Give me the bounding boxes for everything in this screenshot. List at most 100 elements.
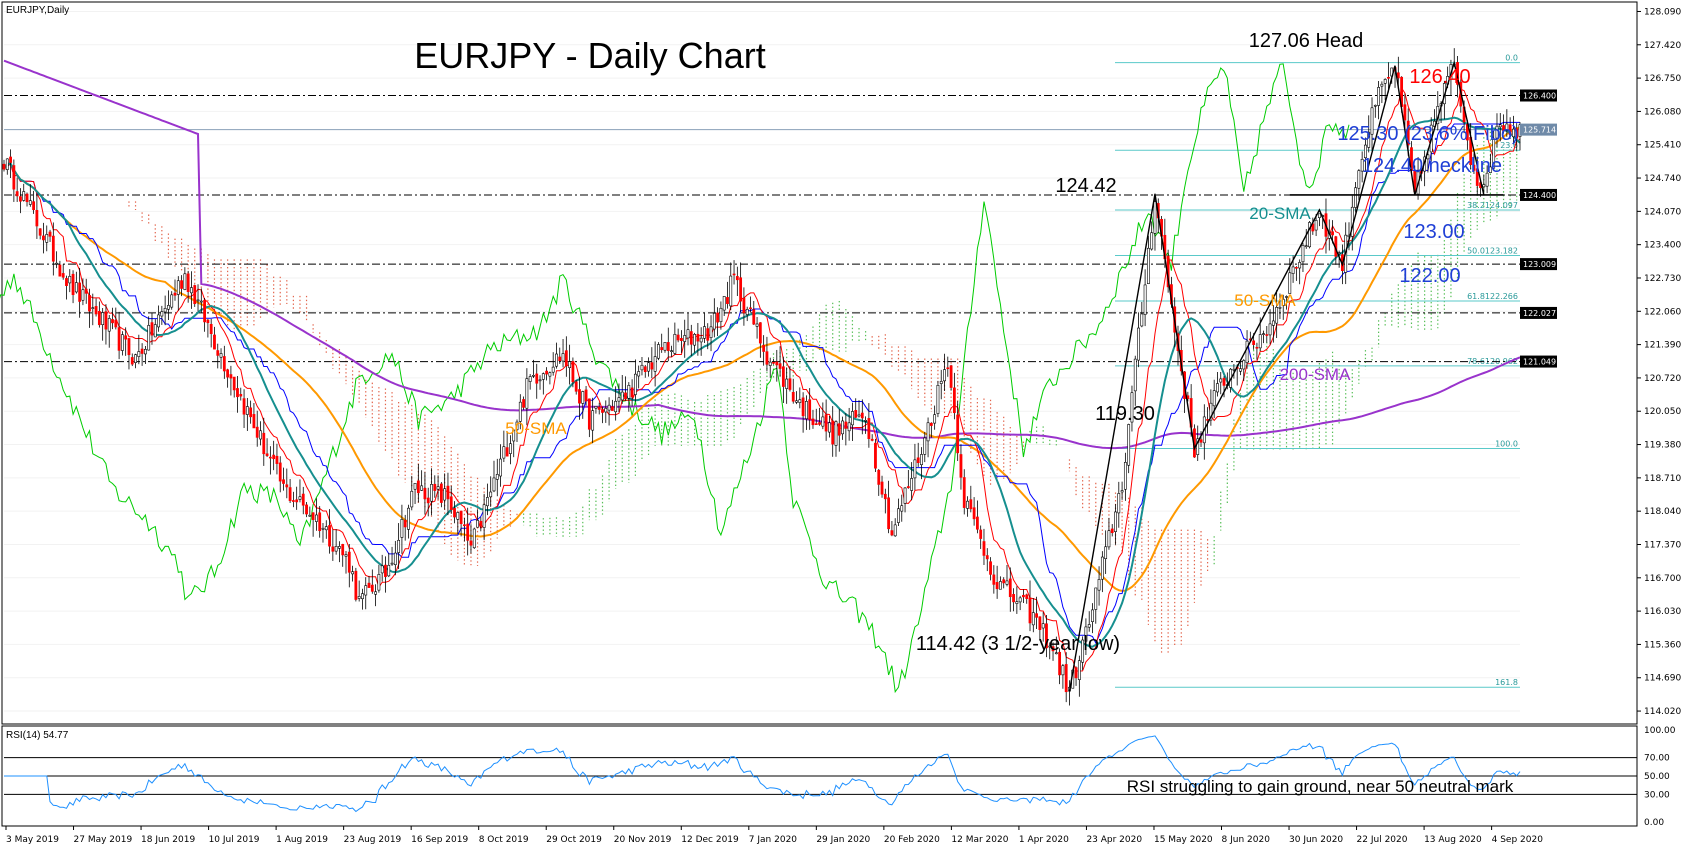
candle-body [229, 374, 233, 379]
candle-body [1064, 664, 1068, 693]
candle-body [929, 422, 933, 426]
time-axis: 3 May 2019 27 May 2019 18 Jun 2019 10 Jul 2… [5, 826, 1543, 845]
candle-body [943, 369, 946, 382]
candle-body [1354, 187, 1357, 208]
chart-annotation: 50-SMA [1234, 291, 1296, 310]
annotations: 127.06 Head 126.40 125.30 (23.6% Fibo) 124.… [505, 30, 1518, 655]
fibo-level-label: 100.0 [1495, 440, 1518, 449]
candle-body [765, 351, 769, 365]
candle-body [1107, 530, 1111, 548]
candle-body [1048, 645, 1052, 648]
candle-body [51, 235, 55, 262]
candle-body [114, 319, 118, 328]
candle-body [1281, 298, 1285, 306]
candle-body [772, 361, 775, 364]
rsi-tick-label: 50.00 [1644, 772, 1670, 782]
candle-body [134, 354, 137, 363]
candle-body [666, 342, 670, 351]
candle-body [913, 459, 917, 479]
candle-body [1206, 419, 1209, 421]
candle-body [966, 500, 969, 509]
candle-body [643, 366, 647, 373]
candle-body [413, 483, 417, 490]
candle-body [522, 399, 525, 408]
candle-body [78, 282, 82, 302]
candle-body [104, 311, 108, 330]
candle-body [624, 392, 627, 400]
candle-body [1097, 579, 1101, 591]
chart-annotation: 124.40 neckline [1362, 155, 1502, 177]
candle-body [81, 289, 85, 301]
candle-body [167, 305, 170, 310]
candle-body [716, 312, 720, 323]
candle-body [847, 422, 851, 432]
candle-body [824, 414, 828, 432]
candle-body [992, 574, 996, 585]
candle-body [469, 540, 473, 546]
candle-body [1143, 284, 1147, 315]
candle-body [989, 561, 992, 575]
candle-body [749, 307, 752, 310]
indicator-lines [0, 59, 1521, 694]
candle-body [844, 421, 848, 429]
candle-body [831, 420, 835, 445]
candle-body [1087, 624, 1091, 628]
candle-body [127, 338, 131, 356]
candle-body [1373, 104, 1377, 107]
candle-body [860, 412, 864, 419]
candle-body [35, 209, 39, 227]
candle-body [120, 334, 124, 351]
candle-body [916, 457, 920, 464]
chikou-span-line [0, 63, 1350, 694]
rsi-panel: 100.00 70.00 50.00 30.00 0.00 [4, 726, 1676, 828]
candle-body [939, 381, 943, 384]
candle-body [384, 564, 387, 577]
candle-body [416, 480, 420, 494]
candle-body [1370, 107, 1374, 135]
candle-body [1512, 128, 1515, 138]
candle-body [426, 497, 430, 504]
chart-pattern-lines [1068, 59, 1504, 692]
candle-body [351, 571, 354, 575]
candle-body [1045, 623, 1048, 649]
date-tick-label: 12 Mar 2020 [951, 835, 1008, 845]
candle-body [1377, 87, 1380, 106]
candle-body [985, 555, 989, 560]
candle-body [144, 349, 147, 355]
candle-body [857, 414, 861, 417]
price-tick-label: 120.050 [1644, 407, 1681, 417]
candle-body [338, 546, 341, 549]
candle-body [107, 318, 111, 332]
candle-body [1035, 613, 1038, 618]
candle-body [969, 499, 973, 510]
chart-annotation: 125.30 (23.6% Fibo) [1337, 123, 1518, 145]
chart-annotation: 123.00 [1403, 221, 1464, 243]
candle-body [686, 329, 690, 339]
candle-body [219, 353, 223, 358]
date-tick-label: 29 Oct 2019 [546, 835, 602, 845]
candle-body [893, 524, 897, 537]
candle-body [814, 423, 818, 425]
candle-body [755, 323, 759, 327]
candle-body [183, 273, 187, 290]
candle-body [696, 333, 700, 342]
tenkan-sen-line [3, 86, 1521, 672]
candle-body [568, 361, 572, 368]
candle-body [995, 582, 999, 590]
candle-body [482, 504, 486, 528]
chart-annotation: 114.42 (3 1/2-year low) [916, 633, 1120, 655]
candle-body [1123, 462, 1127, 490]
gridlines [4, 10, 1520, 712]
wave-pattern-line [1068, 59, 1485, 692]
level-tag-label: 122.027 [1523, 309, 1556, 318]
candle-body [1364, 144, 1367, 159]
date-tick-label: 23 Aug 2019 [344, 835, 402, 845]
candle-body [308, 514, 312, 517]
candle-body [828, 422, 831, 433]
candle-body [1117, 493, 1121, 514]
candle-body [84, 288, 88, 294]
candle-body [837, 423, 841, 436]
candle-body [1084, 626, 1088, 642]
price-tick-label: 125.410 [1644, 141, 1681, 151]
candle-body [610, 406, 614, 411]
